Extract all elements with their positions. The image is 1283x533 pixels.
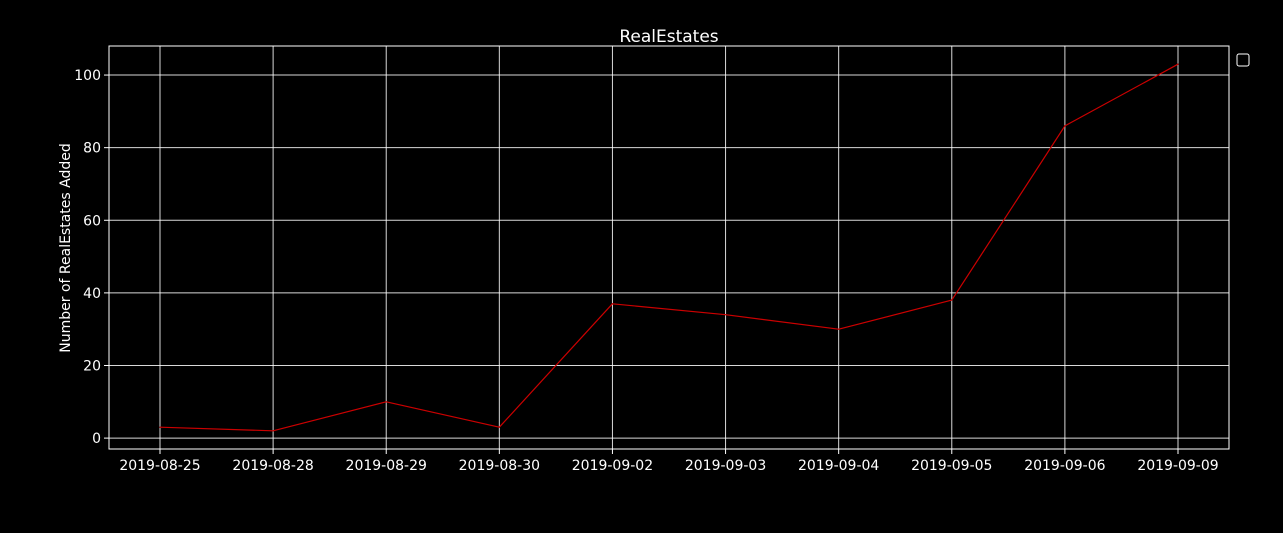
data-point bbox=[385, 401, 387, 403]
x-tick-label: 2019-08-30 bbox=[459, 458, 540, 474]
series-line bbox=[159, 63, 1179, 432]
data-point bbox=[272, 430, 274, 432]
data-point bbox=[838, 328, 840, 330]
y-tick-label: 60 bbox=[83, 213, 101, 229]
x-tick-label: 2019-09-06 bbox=[1024, 458, 1105, 474]
data-point bbox=[951, 299, 953, 301]
x-tick-label: 2019-09-05 bbox=[911, 458, 992, 474]
x-tick-label: 2019-09-03 bbox=[685, 458, 766, 474]
data-point bbox=[159, 426, 161, 428]
y-axis-label: Number of RealEstates Added bbox=[58, 143, 74, 352]
x-tick-label: 2019-08-29 bbox=[346, 458, 427, 474]
y-tick-label: 100 bbox=[74, 68, 101, 84]
x-tick-label: 2019-08-28 bbox=[232, 458, 313, 474]
data-point bbox=[1064, 125, 1066, 127]
data-point bbox=[724, 314, 727, 316]
series-layer bbox=[159, 63, 1179, 432]
y-tick-label: 20 bbox=[83, 358, 101, 374]
data-point bbox=[1177, 63, 1179, 65]
y-tick-label: 40 bbox=[83, 286, 101, 302]
legend-box bbox=[1236, 53, 1250, 67]
x-ticks: 2019-08-25 2019-08-28 2019-08-29 2019-08-30… bbox=[119, 449, 1219, 474]
y-ticks: 0 20 40 60 80 100 bbox=[74, 68, 109, 447]
plot-frame bbox=[108, 45, 1230, 450]
x-tick-label: 2019-09-02 bbox=[572, 458, 653, 474]
chart-title: RealEstates bbox=[619, 27, 718, 47]
data-point bbox=[611, 303, 614, 305]
data-point bbox=[498, 426, 500, 428]
x-tick-label: 2019-08-25 bbox=[119, 458, 200, 474]
y-tick-label: 80 bbox=[83, 141, 101, 157]
grid-layer bbox=[109, 46, 1229, 449]
x-tick-label: 2019-09-09 bbox=[1137, 458, 1218, 474]
x-tick-label: 2019-09-04 bbox=[798, 458, 879, 474]
y-tick-label: 0 bbox=[92, 431, 101, 447]
